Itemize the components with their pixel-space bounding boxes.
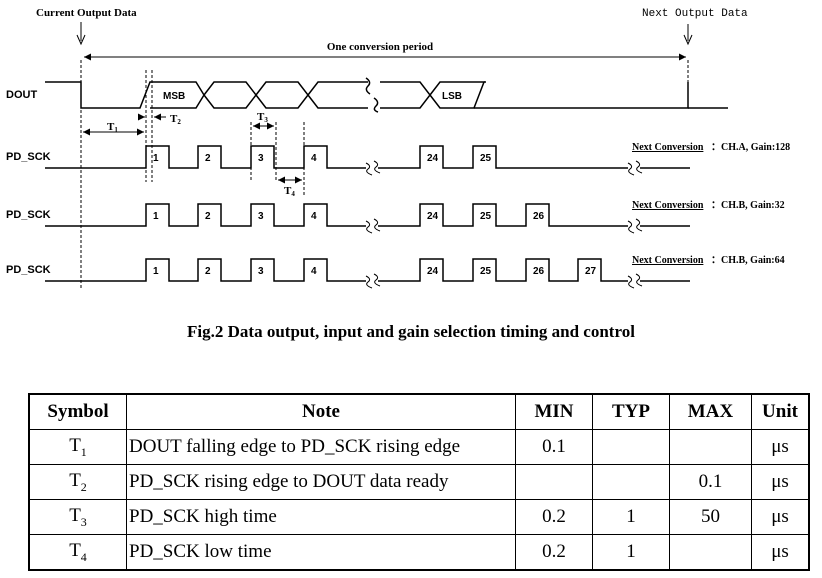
typ-cell: 1: [592, 534, 670, 571]
break-squiggle: [365, 220, 373, 234]
dout-label: DOUT: [6, 89, 37, 101]
note-cell: DOUT falling edge to PD_SCK rising edge: [126, 429, 516, 465]
t3-marker: T3: [257, 111, 268, 124]
max-cell: 0.1: [669, 464, 752, 500]
pd-sck-label: PD_SCK: [6, 209, 51, 221]
pulse-number: 1: [153, 266, 159, 277]
symbol-cell: T1: [28, 429, 127, 465]
pulse-number: 1: [153, 211, 159, 222]
pulse-number: 4: [311, 153, 317, 164]
min-cell: 0.1: [515, 429, 593, 465]
unit-cell: μs: [751, 499, 810, 535]
pulse-number: 24: [427, 266, 439, 277]
note-cell: PD_SCK low time: [126, 534, 516, 571]
next-conversion-value: ：CH.A, Gain:128: [711, 142, 790, 153]
header-note: Note: [126, 393, 516, 430]
next-conversion-label: Next Conversion: [632, 200, 704, 211]
break-squiggle: [627, 162, 635, 176]
header-typ: TYP: [592, 393, 670, 430]
header-symbol: Symbol: [28, 393, 127, 430]
pulse-number: 26: [533, 266, 545, 277]
timing-markers: [83, 113, 302, 184]
break-squiggle: [627, 220, 635, 234]
symbol-cell: T4: [28, 534, 127, 571]
symbol-cell: T3: [28, 499, 127, 535]
note-cell: PD_SCK high time: [126, 499, 516, 535]
min-cell: [515, 464, 593, 500]
current-output-arrow: [76, 22, 86, 46]
pd-sck-waveform: [45, 203, 690, 227]
next-conversion-label: Next Conversion: [632, 142, 704, 153]
dashed-guides: [80, 60, 689, 290]
pulse-number: 27: [585, 266, 597, 277]
timing-diagram: Current Output Data Next Output Data One…: [6, 7, 790, 290]
pulse-number: 3: [258, 266, 264, 277]
header-unit: Unit: [751, 393, 810, 430]
pd-sck-label: PD_SCK: [6, 264, 51, 276]
figure-caption: Fig.2 Data output, input and gain select…: [187, 322, 635, 341]
t1-marker: T1: [107, 121, 118, 134]
pulse-number: 25: [480, 153, 492, 164]
next-conversion-label: Next Conversion: [632, 255, 704, 266]
timing-spec-table: Symbol Note MIN TYP MAX Unit T1 DOUT fal…: [28, 393, 810, 571]
table-row: T2 PD_SCK rising edge to DOUT data ready…: [28, 464, 810, 500]
pd-sck-waveform: [45, 145, 690, 169]
pulse-number: 2: [205, 266, 211, 277]
next-output-label: Next Output Data: [642, 8, 748, 20]
pulse-number: 24: [427, 153, 439, 164]
typ-cell: 1: [592, 499, 670, 535]
pulse-number: 26: [533, 211, 545, 222]
pulse-number: 3: [258, 211, 264, 222]
pulse-number: 4: [311, 266, 317, 277]
pulse-number: 3: [258, 153, 264, 164]
min-cell: 0.2: [515, 534, 593, 571]
next-conversion-value: ：CH.B, Gain:32: [711, 200, 785, 211]
break-squiggle: [373, 273, 381, 287]
next-conversion-value: ：CH.B, Gain:64: [711, 255, 785, 266]
msb-label: MSB: [163, 91, 185, 102]
current-output-label: Current Output Data: [36, 7, 137, 19]
break-squiggle: [635, 160, 643, 174]
pulse-number: 1: [153, 153, 159, 164]
table-row: T1 DOUT falling edge to PD_SCK rising ed…: [28, 429, 810, 465]
pulse-number: 4: [311, 211, 317, 222]
table-row: T4 PD_SCK low time 0.2 1 μs: [28, 534, 810, 571]
table-row: T3 PD_SCK high time 0.2 1 50 μs: [28, 499, 810, 535]
dout-waveform: [45, 77, 728, 113]
header-max: MAX: [669, 393, 752, 430]
pulse-number: 2: [205, 153, 211, 164]
symbol-cell: T2: [28, 464, 127, 500]
break-squiggle: [373, 218, 381, 232]
break-squiggle: [627, 275, 635, 289]
typ-cell: [592, 464, 670, 500]
next-output-arrow: [683, 24, 693, 46]
period-label: One conversion period: [327, 41, 433, 53]
pd-sck-label: PD_SCK: [6, 151, 51, 163]
table-header-row: Symbol Note MIN TYP MAX Unit: [28, 393, 810, 430]
unit-cell: μs: [751, 534, 810, 571]
max-cell: 50: [669, 499, 752, 535]
break-squiggle: [365, 275, 373, 289]
break-squiggle: [635, 218, 643, 232]
pd-sck-waveform: [45, 258, 690, 282]
unit-cell: μs: [751, 464, 810, 500]
max-cell: [669, 429, 752, 465]
t2-marker: T2: [170, 113, 181, 126]
break-squiggle: [373, 160, 381, 174]
pulse-number: 2: [205, 211, 211, 222]
max-cell: [669, 534, 752, 571]
pulse-number: 24: [427, 211, 439, 222]
lsb-label: LSB: [442, 91, 462, 102]
unit-cell: μs: [751, 429, 810, 465]
t4-marker: T4: [284, 185, 295, 198]
pulse-number: 25: [480, 266, 492, 277]
header-min: MIN: [515, 393, 593, 430]
note-cell: PD_SCK rising edge to DOUT data ready: [126, 464, 516, 500]
break-squiggle: [365, 162, 373, 176]
typ-cell: [592, 429, 670, 465]
pulse-number: 25: [480, 211, 492, 222]
break-squiggle: [635, 273, 643, 287]
min-cell: 0.2: [515, 499, 593, 535]
